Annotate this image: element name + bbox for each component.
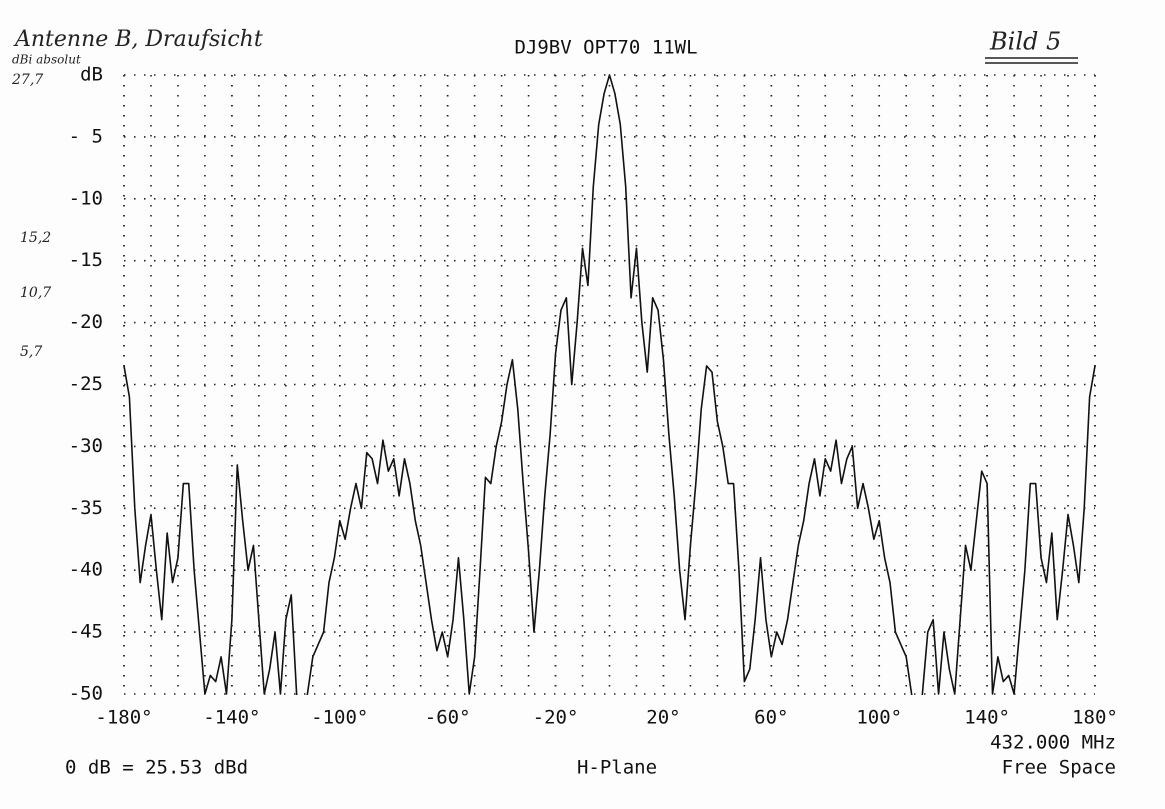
x-axis-label: H-Plane	[577, 757, 657, 779]
y-tick-label: -25	[69, 373, 103, 395]
y-tick-label: - 5	[69, 125, 103, 147]
annotation: 15,2	[20, 230, 51, 246]
annotation: 10,7	[20, 285, 51, 301]
y-tick-label: -35	[69, 497, 103, 519]
y-tick-label: -45	[69, 621, 103, 643]
y-tick-label: -50	[69, 683, 103, 705]
x-tick-label: -180°	[95, 707, 152, 729]
y-tick-label: dB	[80, 64, 103, 86]
chart-title: DJ9BV OPT70 11WL	[514, 37, 697, 59]
annotation: Antenne B, Draufsicht	[13, 27, 263, 52]
y-tick-label: -20	[69, 311, 103, 333]
x-tick-label: 20°	[646, 707, 680, 729]
x-tick-label: 180°	[1072, 707, 1118, 729]
x-tick-label: -60°	[425, 707, 471, 729]
y-tick-label: -15	[69, 249, 103, 271]
annotation: Bild 5	[989, 28, 1061, 56]
y-tick-label: -30	[69, 435, 103, 457]
y-tick-label: -10	[69, 187, 103, 209]
note: 0 dB = 25.53 dBd	[65, 757, 248, 779]
frequency: 432.000 MHz	[990, 732, 1116, 754]
environment: Free Space	[1002, 757, 1116, 779]
x-tick-label: -20°	[533, 707, 579, 729]
annotation: dBi absolut	[12, 53, 81, 67]
x-tick-label: 100°	[856, 707, 902, 729]
annotation: 27,7	[11, 72, 43, 88]
x-tick-label: 140°	[964, 707, 1010, 729]
annotation: 5,7	[20, 344, 42, 360]
x-tick-label: 60°	[754, 707, 788, 729]
x-tick-label: -100°	[311, 707, 368, 729]
y-tick-label: -40	[69, 559, 103, 581]
x-tick-label: -140°	[203, 707, 260, 729]
